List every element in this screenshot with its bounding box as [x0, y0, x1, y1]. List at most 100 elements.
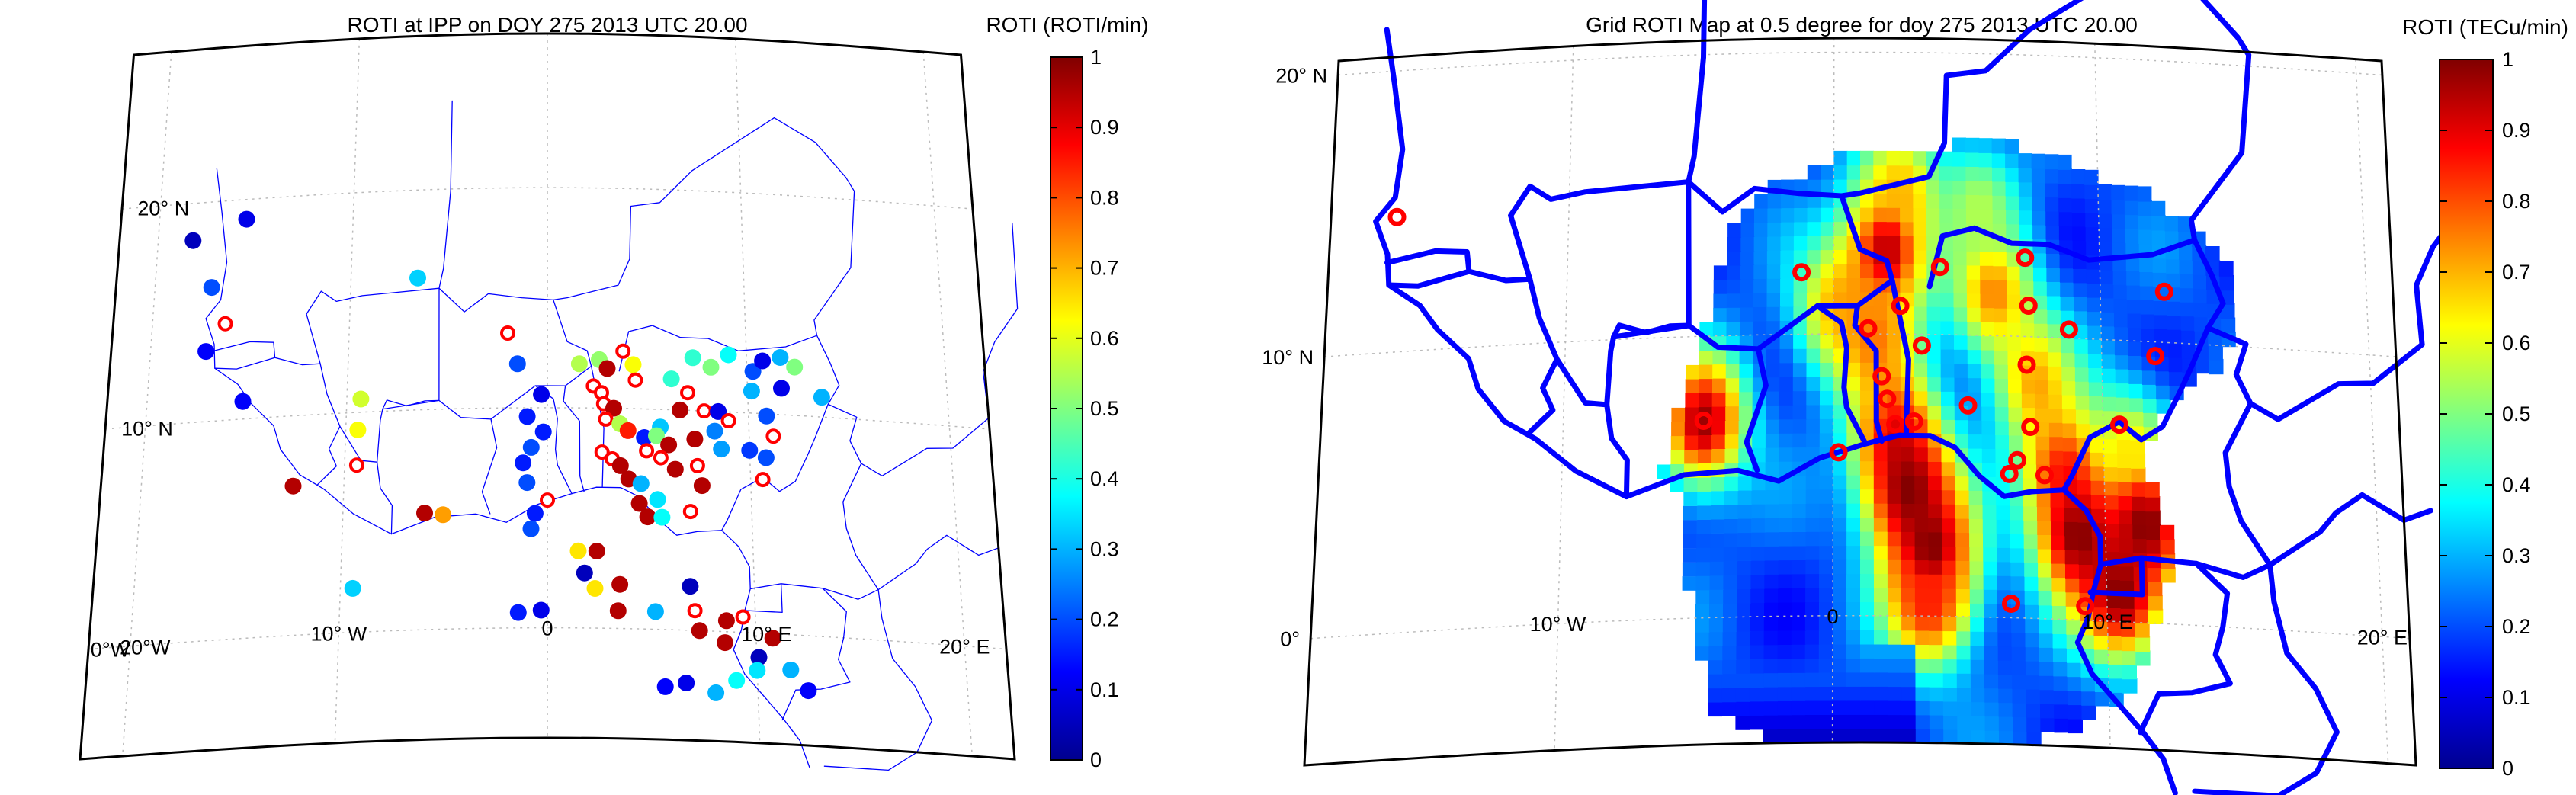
roti-grid-cell [1900, 263, 1914, 279]
roti-grid-cell [1888, 686, 1903, 701]
right-lat-tick-label: 20° N [1275, 65, 1327, 88]
roti-grid-cell [1846, 489, 1861, 504]
roti-grid-cell [2009, 434, 2023, 450]
roti-grid-cell [1955, 433, 1969, 449]
roti-grid-cell [2131, 467, 2146, 483]
roti-grid-cell [2011, 631, 2026, 647]
roti-grid-cell [1860, 672, 1875, 687]
station-marker [2076, 597, 2095, 616]
station-marker [2000, 464, 2019, 483]
roti-grid-cell [1873, 502, 1888, 518]
roti-grid-cell [1708, 646, 1723, 661]
roti-grid-cell [2168, 342, 2183, 358]
roti-grid-cell [1792, 503, 1807, 518]
roti-grid-cell [1778, 574, 1792, 589]
roti-grid-cell [1901, 672, 1917, 688]
roti-grid-cell [1792, 377, 1808, 392]
ipp-roti-point [624, 356, 642, 373]
roti-grid-cell [1860, 517, 1875, 532]
roti-grid-cell [2066, 619, 2081, 635]
roti-grid-cell [2019, 280, 2035, 296]
roti-grid-cell [1723, 589, 1737, 604]
roti-grid-cell [1766, 292, 1781, 307]
roti-grid-cell [1807, 249, 1821, 264]
roti-grid-cell [1818, 686, 1833, 701]
border-line [306, 313, 321, 364]
roti-grid-cell [1970, 630, 1985, 646]
roti-grid-cell [2064, 534, 2080, 550]
roti-grid-cell [1820, 207, 1834, 223]
roti-grid-cell [1996, 505, 2011, 520]
roti-grid-cell [1888, 728, 1903, 743]
roti-grid-cell [2121, 636, 2137, 652]
right-colorbar-tick-label: 0.4 [2502, 473, 2531, 496]
ipp-roti-point [611, 457, 629, 474]
roti-grid-cell [2100, 297, 2115, 313]
roti-grid-cell [1753, 236, 1768, 252]
roti-grid-cell [1979, 251, 1994, 266]
roti-grid-cell [1979, 236, 1994, 252]
roti-grid-cell [1860, 221, 1875, 236]
ipp-roti-point [344, 579, 361, 597]
roti-grid-cell [2101, 339, 2116, 355]
roti-grid-cell [1724, 434, 1739, 449]
roti-grid-cell [1997, 631, 2013, 647]
roti-grid-cell [1982, 462, 1997, 477]
ipp-roti-point [184, 232, 202, 249]
roti-grid-cell [1685, 379, 1699, 393]
roti-grid-cell [1820, 277, 1834, 293]
roti-grid-cell [2154, 341, 2170, 357]
roti-grid-cell [1777, 644, 1792, 659]
roti-grid-cell [2103, 438, 2119, 454]
roti-grid-cell [2045, 196, 2060, 212]
ipp-roti-point [653, 508, 671, 526]
roti-grid-cell [1750, 673, 1764, 688]
roti-grid-cell [1736, 631, 1751, 646]
roti-grid-cell [1980, 279, 1994, 294]
roti-grid-cell [1942, 644, 1958, 660]
roti-grid-cell [1724, 505, 1738, 519]
roti-grid-cell [1794, 179, 1808, 194]
left-colorbar-ticks: 0 0.1 0.2 0.3 0.4 0.5 0.6 0.7 0.8 0.9 1 [1051, 46, 1119, 771]
roti-grid-cell [1954, 348, 1968, 364]
border-line [2061, 237, 2226, 493]
roti-grid-cell [1711, 420, 1726, 435]
roti-grid-cell [1739, 363, 1753, 378]
roti-grid-cell [1887, 531, 1902, 547]
roti-grid-cell [1979, 208, 1994, 224]
roti-grid-cell [2019, 210, 2033, 225]
roti-grid-cell [2008, 406, 2023, 422]
roti-grid-cell [1753, 278, 1768, 293]
roti-grid-cell [1886, 207, 1901, 223]
roti-grid-cell [2062, 436, 2077, 452]
ipp-roti-point [532, 601, 550, 619]
roti-grid-cell [1684, 435, 1699, 450]
roti-grid-cell [1942, 658, 1958, 674]
station-marker [1859, 319, 1878, 338]
roti-grid-cell [2167, 314, 2182, 330]
roti-grid-cell [1887, 475, 1902, 490]
roti-grid-cell [1779, 306, 1794, 321]
border-line [2138, 560, 2233, 736]
roti-grid-cell [2039, 633, 2054, 648]
border-line [1466, 268, 1560, 437]
roti-grid-cell [1737, 490, 1752, 505]
border-line [781, 588, 851, 721]
roti-grid-cell [1956, 602, 1971, 617]
roti-grid-cell [1806, 348, 1821, 363]
roti-grid-cell [1819, 489, 1834, 504]
roti-grid-cell [2087, 325, 2103, 340]
roti-grid-cell [2065, 563, 2080, 579]
roti-grid-cell [2048, 351, 2062, 367]
border-line [1508, 213, 1533, 282]
roti-grid-cell [1980, 264, 1994, 280]
ipp-open-marker [682, 504, 698, 520]
roti-grid-cell [2047, 309, 2062, 325]
roti-grid-cell [2026, 716, 2042, 732]
roti-grid-cell [2026, 674, 2041, 690]
roti-grid-cell [1927, 418, 1942, 434]
roti-grid-cell [2113, 284, 2128, 300]
roti-grid-cell [2119, 537, 2134, 553]
roti-grid-cell [1968, 518, 1984, 534]
roti-grid-cell [1765, 447, 1780, 462]
